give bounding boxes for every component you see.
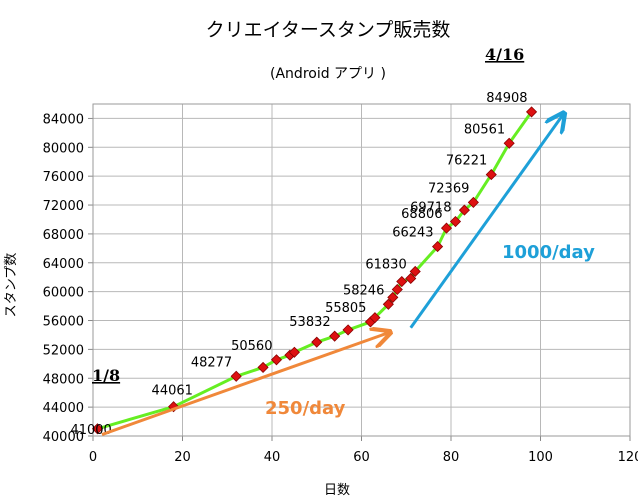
trend-arrow-slow	[101, 333, 388, 436]
data-point-marker	[369, 312, 381, 324]
rate-slow-label: 250/day	[265, 398, 346, 419]
data-point-marker	[449, 215, 462, 228]
rate-fast-label: 1000/day	[502, 242, 595, 263]
data-point-marker	[230, 370, 242, 382]
data-label: 55805	[325, 301, 366, 316]
data-label: 76221	[446, 154, 487, 169]
data-label: 58246	[343, 283, 384, 298]
y-tick-label: 52000	[43, 343, 84, 358]
y-tick-label: 80000	[43, 141, 84, 156]
data-label: 50560	[231, 339, 272, 354]
date-end-label: 4/16	[485, 45, 524, 64]
y-tick-label: 72000	[43, 199, 84, 214]
data-label: 72369	[428, 181, 469, 196]
data-label: 69718	[410, 201, 451, 216]
data-label: 48277	[191, 355, 232, 370]
plot-area-border	[92, 103, 631, 437]
y-tick-label: 56000	[43, 315, 84, 330]
data-label: 84908	[486, 91, 527, 106]
trend-arrow-fast	[409, 115, 563, 329]
data-point-marker	[409, 265, 421, 278]
x-tick-label: 20	[174, 450, 191, 465]
data-point-marker	[440, 222, 453, 234]
data-label: 68806	[401, 207, 442, 222]
data-point-marker	[257, 361, 269, 374]
x-tick-label: 0	[89, 450, 97, 465]
y-tick-label: 60000	[43, 286, 84, 301]
annotations	[101, 115, 563, 436]
chart-title: クリエイタースタンプ販売数	[206, 19, 451, 41]
y-tick-label: 44000	[43, 401, 84, 416]
data-point-marker	[270, 354, 283, 366]
x-axis-label: 日数	[324, 483, 350, 498]
data-label: 44061	[152, 384, 193, 399]
data-point-marker	[329, 330, 341, 342]
data-point-marker	[91, 423, 104, 435]
data-point-marker	[458, 204, 470, 216]
y-tick-label: 84000	[43, 112, 84, 127]
x-tick-label: 120	[618, 450, 638, 465]
data-label: 41000	[70, 423, 111, 438]
y-tick-label: 76000	[43, 170, 84, 185]
y-tick-label: 64000	[43, 257, 84, 272]
data-label: 80561	[464, 122, 505, 137]
data-label: 53832	[289, 315, 330, 330]
data-point-marker	[391, 283, 403, 296]
x-tick-label: 60	[353, 450, 370, 465]
data-point-marker	[288, 346, 300, 358]
data-point-marker	[405, 272, 417, 285]
y-axis-label: スタンプ数	[4, 253, 19, 318]
x-tick-label: 80	[443, 450, 460, 465]
data-point-marker	[311, 336, 323, 348]
x-tick-label: 40	[264, 450, 281, 465]
data-point-marker	[503, 137, 515, 149]
data-point-marker	[432, 241, 444, 253]
data-point-marker	[342, 324, 354, 336]
date-start-label: 1/8	[92, 366, 120, 385]
data-point-marker	[525, 106, 538, 118]
x-tick-label: 100	[528, 450, 553, 465]
chart-subtitle: (Android アプリ )	[270, 66, 386, 82]
axes	[88, 103, 631, 441]
data-point-marker	[467, 196, 479, 208]
data-point-marker	[485, 169, 497, 181]
y-tick-label: 40000	[43, 430, 84, 445]
data-label: 66243	[392, 226, 433, 241]
y-tick-label: 48000	[43, 372, 84, 387]
data-point-marker	[396, 275, 408, 288]
data-label: 61830	[365, 257, 406, 272]
y-tick-label: 68000	[43, 228, 84, 243]
tick-labels: 40000 44000 48000 52000 56000 60000 64000 68000…	[43, 112, 638, 465]
data-point-marker	[382, 298, 394, 310]
data-point-marker	[387, 291, 399, 303]
